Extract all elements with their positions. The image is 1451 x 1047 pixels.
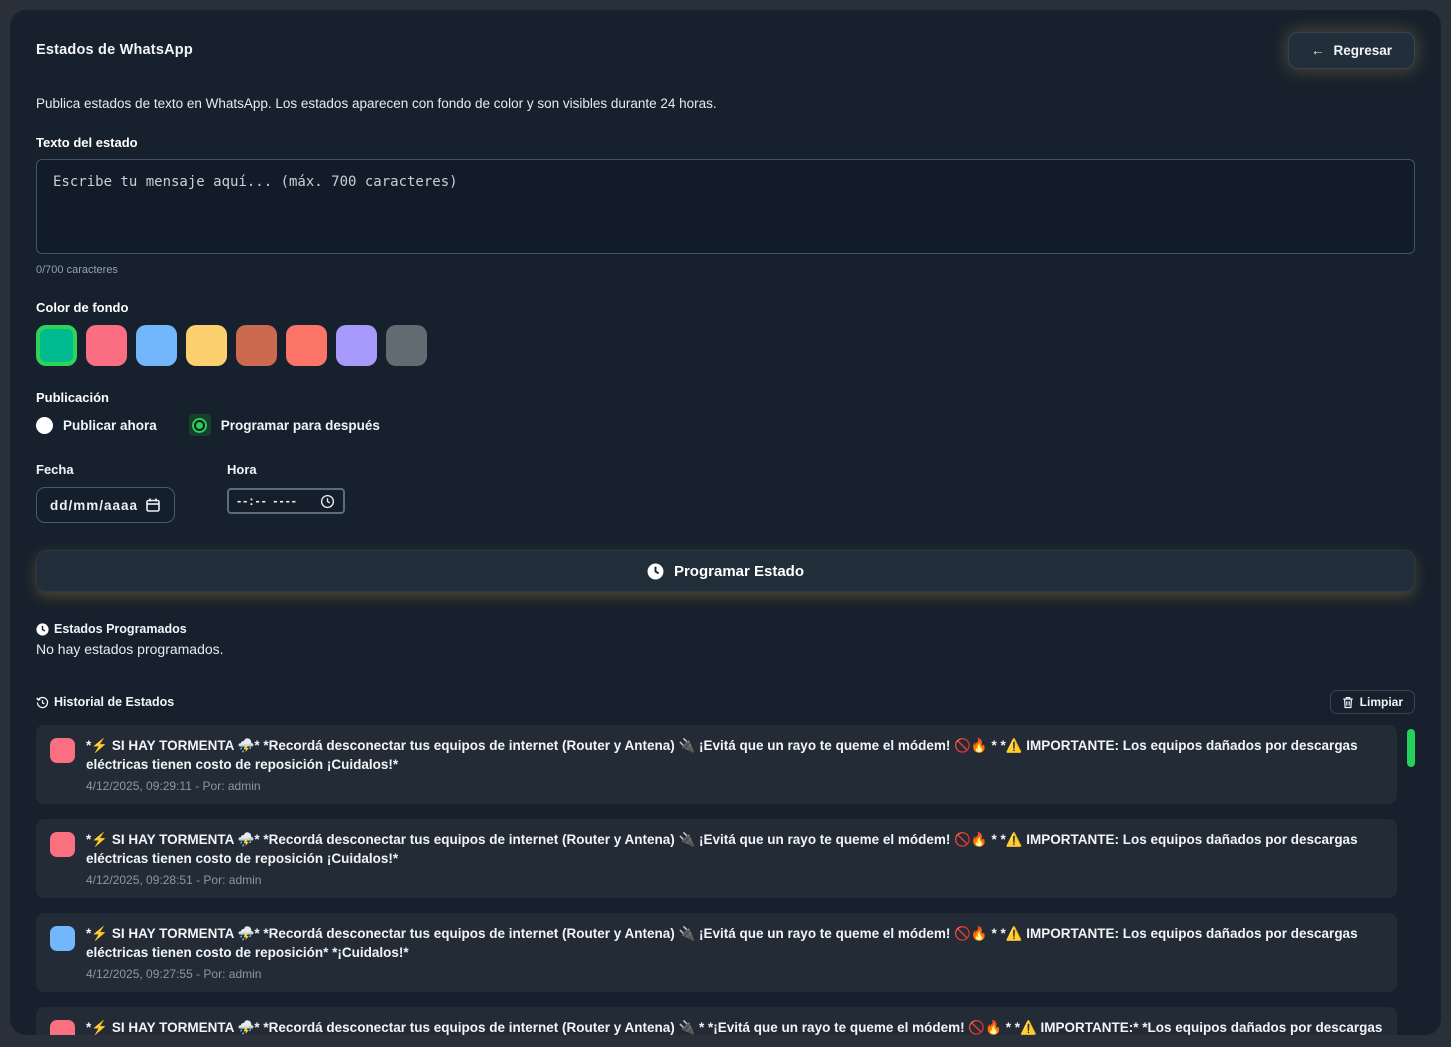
history-item-meta: 4/12/2025, 09:29:11 - Por: admin	[86, 779, 261, 793]
schedule-status-button[interactable]: Programar Estado	[36, 550, 1415, 592]
history-item-meta: 4/12/2025, 09:27:55 - Por: admin	[86, 967, 262, 981]
publication-options: Publicar ahora Programar para después	[36, 414, 1415, 436]
background-color-label: Color de fondo	[36, 300, 129, 315]
history-section-header: Historial de Estados	[36, 695, 174, 709]
history-item-0: *⚡ SI HAY TORMENTA ⛈️* *Recordá desconec…	[36, 725, 1397, 804]
intro-text: Publica estados de texto en WhatsApp. Lo…	[36, 96, 717, 111]
clock-outline-icon[interactable]	[320, 494, 335, 509]
history-list-container: *⚡ SI HAY TORMENTA ⛈️* *Recordá desconec…	[36, 725, 1415, 1035]
time-label: Hora	[227, 462, 257, 477]
back-button-label: Regresar	[1333, 43, 1392, 58]
status-color-chip	[50, 926, 75, 951]
history-item-3: *⚡ SI HAY TORMENTA ⛈️* *Recordá desconec…	[36, 1007, 1397, 1035]
history-item-2: *⚡ SI HAY TORMENTA ⛈️* *Recordá desconec…	[36, 913, 1397, 992]
publication-option-label: Publicar ahora	[63, 417, 157, 433]
publication-label: Publicación	[36, 390, 109, 405]
clock-icon	[647, 563, 664, 580]
status-color-chip	[50, 738, 75, 763]
scheduled-empty-text: No hay estados programados.	[36, 641, 224, 657]
color-swatch-3[interactable]	[186, 325, 227, 366]
color-swatch-6[interactable]	[336, 325, 377, 366]
history-scrollbar-thumb[interactable]	[1407, 729, 1415, 767]
calendar-icon[interactable]	[145, 497, 161, 513]
status-color-chip	[50, 832, 75, 857]
radio-selected-icon[interactable]	[188, 414, 211, 436]
history-section-title: Historial de Estados	[54, 695, 175, 709]
time-input[interactable]: --:-- ----	[227, 488, 345, 514]
whatsapp-status-panel: Estados de WhatsApp ← Regresar Publica e…	[10, 10, 1441, 1035]
time-value: --:-- ----	[237, 494, 298, 508]
scheduled-section-header: Estados Programados	[36, 622, 1415, 636]
history-icon	[36, 696, 49, 709]
clear-history-label: Limpiar	[1359, 695, 1403, 709]
char-counter: 0/700 caracteres	[36, 264, 118, 276]
history-item-text: *⚡ SI HAY TORMENTA ⛈️* *Recordá desconec…	[86, 926, 1358, 960]
color-swatches	[36, 325, 1415, 366]
color-swatch-5[interactable]	[286, 325, 327, 366]
back-arrow-icon: ←	[1310, 43, 1325, 58]
color-swatch-2[interactable]	[136, 325, 177, 366]
status-text-label: Texto del estado	[36, 135, 138, 150]
schedule-status-label: Programar Estado	[673, 562, 805, 580]
clock-icon	[36, 622, 49, 636]
color-swatch-7[interactable]	[386, 325, 427, 366]
date-value: dd/mm/aaaa	[50, 497, 139, 513]
history-item-text: *⚡ SI HAY TORMENTA ⛈️* *Recordá desconec…	[86, 832, 1358, 866]
history-list: *⚡ SI HAY TORMENTA ⛈️* *Recordá desconec…	[36, 725, 1415, 1035]
history-item-text: *⚡ SI HAY TORMENTA ⛈️* *Recordá desconec…	[86, 738, 1358, 772]
date-input[interactable]: dd/mm/aaaa	[36, 487, 175, 523]
back-button[interactable]: ← Regresar	[1287, 32, 1415, 69]
history-item-1: *⚡ SI HAY TORMENTA ⛈️* *Recordá desconec…	[36, 819, 1397, 898]
publication-option-0[interactable]: Publicar ahora	[36, 416, 157, 434]
status-text-input[interactable]	[36, 159, 1415, 254]
color-swatch-0[interactable]	[36, 325, 77, 366]
publication-option-1[interactable]: Programar para después	[188, 414, 380, 436]
color-swatch-1[interactable]	[86, 325, 127, 366]
status-color-chip	[50, 1020, 75, 1035]
scheduled-section-title: Estados Programados	[54, 622, 187, 636]
publication-option-label: Programar para después	[220, 417, 380, 433]
history-item-text: *⚡ SI HAY TORMENTA ⛈️* *Recordá desconec…	[86, 1020, 1383, 1035]
page-title: Estados de WhatsApp	[36, 42, 193, 58]
clear-history-button[interactable]: Limpiar	[1329, 690, 1415, 714]
color-swatch-4[interactable]	[236, 325, 277, 366]
trash-icon	[1342, 696, 1354, 709]
history-item-meta: 4/12/2025, 09:28:51 - Por: admin	[86, 873, 262, 887]
radio-unselected-icon[interactable]	[36, 416, 53, 434]
date-label: Fecha	[36, 462, 74, 477]
